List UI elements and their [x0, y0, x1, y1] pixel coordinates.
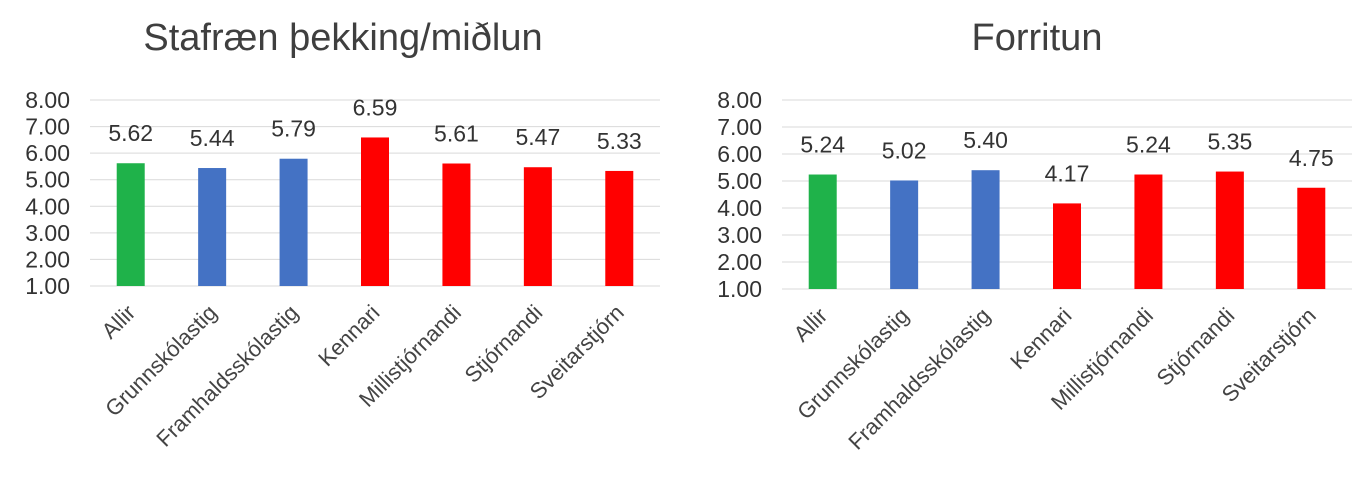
plot-area: 1.002.003.004.005.006.007.008.00 5.24 Alli…: [717, 87, 1352, 455]
bar: [279, 158, 308, 286]
y-tick-label: 2.00: [717, 249, 762, 275]
y-tick-label: 7.00: [25, 114, 70, 140]
x-tick-label: Kennari: [313, 300, 384, 371]
plot-area: 1.002.003.004.005.006.007.008.00 5.62 Alli…: [25, 87, 660, 452]
data-label: 5.47: [515, 124, 560, 150]
bar: [116, 163, 145, 286]
y-tick-label: 5.00: [717, 168, 762, 194]
y-tick-label: 8.00: [717, 87, 762, 113]
data-label: 5.35: [1207, 129, 1252, 155]
data-label: 4.17: [1045, 160, 1090, 186]
y-tick-label: 1.00: [25, 273, 70, 299]
bar: [442, 163, 471, 286]
y-tick-label: 8.00: [25, 87, 70, 113]
bar: [1053, 203, 1081, 289]
y-tick-label: 4.00: [717, 195, 762, 221]
x-tick-label: Allir: [789, 303, 833, 347]
chart-title: Forritun: [972, 17, 1103, 59]
bar: [523, 167, 552, 286]
chart-forritun: Forritun 1.002.003.004.005.006.007.008.0…: [717, 17, 1352, 455]
y-tick-label: 7.00: [717, 114, 762, 140]
y-tick-label: 3.00: [25, 220, 70, 246]
y-tick-label: 3.00: [717, 222, 762, 248]
bar: [808, 174, 837, 289]
x-tick-label: Framhaldsskólastig: [843, 303, 995, 455]
y-tick-label: 1.00: [717, 276, 762, 302]
y-tick-label: 2.00: [25, 246, 70, 272]
data-label: 5.02: [882, 137, 927, 163]
x-tick-label: Stjórnandi: [1152, 303, 1240, 391]
data-label: 5.79: [271, 116, 316, 142]
bar: [1297, 187, 1326, 289]
y-tick-label: 6.00: [717, 141, 762, 167]
chart-title: Stafræn þekking/miðlun: [143, 17, 542, 59]
y-tick-label: 5.00: [25, 167, 70, 193]
bar: [890, 180, 919, 289]
bar: [198, 168, 227, 286]
data-label: 5.24: [1126, 132, 1171, 158]
bar: [361, 137, 389, 286]
data-label: 5.40: [963, 127, 1008, 153]
x-tick-label: Stjórnandi: [460, 300, 548, 388]
x-tick-label: Allir: [97, 300, 141, 344]
bar: [605, 170, 634, 286]
y-tick-label: 6.00: [25, 140, 70, 166]
x-tick-label: Framhaldsskólastig: [151, 300, 303, 452]
data-label: 5.24: [800, 132, 845, 158]
data-label: 5.44: [190, 125, 235, 151]
data-label: 5.62: [108, 120, 153, 146]
bar: [971, 170, 1000, 289]
data-label: 5.33: [597, 128, 642, 154]
bar: [1134, 174, 1163, 289]
chart-stafraen-thekking: Stafræn þekking/miðlun 1.002.003.004.005…: [25, 17, 660, 452]
data-label: 4.75: [1289, 145, 1334, 171]
y-tick-label: 4.00: [25, 193, 70, 219]
data-label: 5.61: [434, 121, 479, 147]
x-tick-label: Kennari: [1005, 303, 1076, 374]
data-label: 6.59: [353, 94, 398, 120]
bar: [1215, 171, 1244, 289]
